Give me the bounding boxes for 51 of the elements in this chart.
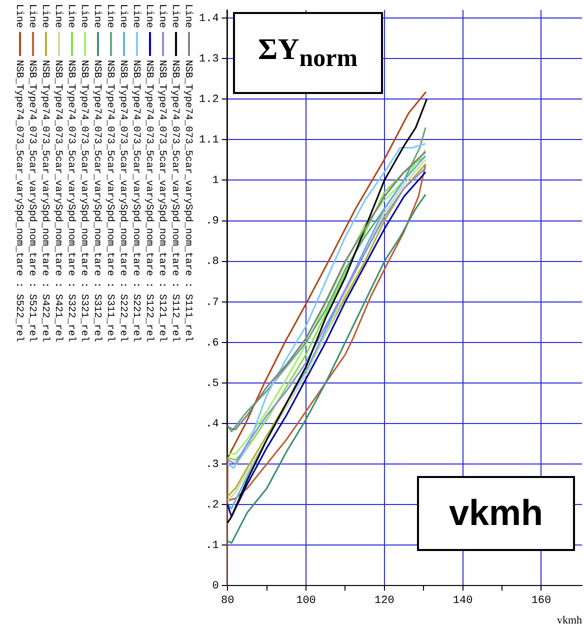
y-tick-label: .3 <box>206 458 219 471</box>
y-tick-label: 1.4 <box>198 13 220 26</box>
y-tick-label: 1.1 <box>198 134 220 147</box>
y-tick-label: .5 <box>206 378 219 390</box>
y-tick-label: .2 <box>206 499 219 512</box>
legend-label: NSB_Type74_073_5car_varySpd_nom_tare : S421_rel <box>52 60 63 342</box>
legend-label: NSB_Type74_073_5car_varySpd_nom_tare : S521_rel <box>26 60 37 342</box>
legend-label: NSB_Type74_073_5car_varySpd_nom_tare : S112_rel <box>169 60 180 342</box>
text: Line <box>78 4 89 28</box>
legend-label: NSB_Type74_073_5car_varySpd_nom_tare : S312_rel <box>91 60 102 342</box>
text: Line <box>130 4 141 28</box>
text: Line <box>91 4 102 28</box>
legend-label: NSB_Type74_073_5car_varySpd_nom_tare : S122_rel <box>143 60 154 342</box>
x-tick-label: 100 <box>296 595 316 608</box>
y-tick-label: 1.2 <box>198 94 219 106</box>
text: Line <box>65 4 76 28</box>
legend-label: NSB_Type74_073_5car_varySpd_nom_tare : S311_rel <box>104 60 115 342</box>
legend-label: NSB_Type74_073_5car_varySpd_nom_tare : S221_rel <box>130 60 141 342</box>
x-tick-label: 160 <box>531 595 552 608</box>
legend-label: NSB_Type74_073_5car_varySpd_nom_tare : S222_rel <box>117 60 128 342</box>
legend-label: NSB_Type74_073_5car_varySpd_nom_tare : S121_rel <box>156 60 167 342</box>
text: Line <box>13 4 24 28</box>
legend-label: NSB_Type74_073_5car_varySpd_nom_tare : S322_rel <box>65 60 76 342</box>
x-tick-label: 80 <box>220 595 234 608</box>
legend-label: NSB_Type74_073_5car_varySpd_nom_tare : S321_rel <box>78 60 89 342</box>
text: Line <box>104 4 115 28</box>
text: Line <box>156 4 167 28</box>
x-tick-label: 120 <box>374 595 394 608</box>
legend-label: NSB_Type74_073_5car_varySpd_nom_tare : S522_rel <box>13 60 24 342</box>
x-axis-title: vkmh <box>556 614 582 626</box>
y-tick-label: .7 <box>206 296 219 309</box>
legend-label: NSB_Type74_073_5car_varySpd_nom_tare : S422_rel <box>39 60 50 342</box>
y-axis-title: ΣY$_{norm}$ <box>258 33 358 73</box>
legend-title: Line <box>182 4 193 28</box>
text: Line <box>117 4 128 28</box>
legend-label: NSB_Type74_073_5car_varySpd_nom_tare : S111_rel <box>182 60 193 342</box>
y-tick-label: .9 <box>206 216 219 228</box>
y-tick-label: .4 <box>206 418 220 430</box>
x-tick-label: 140 <box>452 595 473 608</box>
annotation: vkmh <box>417 476 575 551</box>
y-tick-label: .6 <box>206 337 219 350</box>
text: Line <box>39 4 50 28</box>
text: Line <box>143 4 154 28</box>
y-tick-label: 1.3 <box>198 54 219 66</box>
y-tick-label: .1 <box>206 540 220 552</box>
y-tick-label: .8 <box>206 256 219 268</box>
text: Line <box>26 4 37 28</box>
text: Line <box>52 4 63 28</box>
y-tick-label: 0 <box>212 580 219 593</box>
y-tick-label: 1 <box>212 175 220 188</box>
text: Line <box>169 4 180 28</box>
